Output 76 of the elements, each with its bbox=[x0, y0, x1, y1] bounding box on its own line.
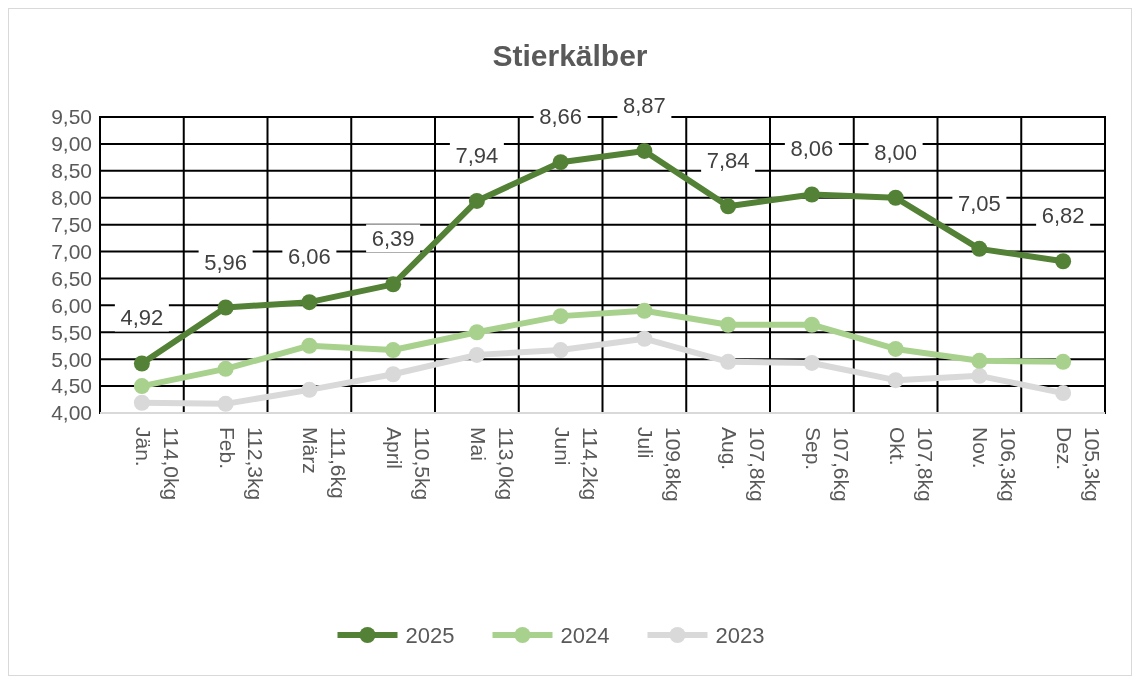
point bbox=[133, 355, 150, 372]
data-label: 5,96 bbox=[204, 249, 248, 275]
x-tick-label: Juni 114,2kg bbox=[550, 427, 602, 501]
point bbox=[385, 276, 402, 293]
y-tick-label: 6,50 bbox=[51, 266, 92, 290]
data-label: 7,84 bbox=[706, 148, 750, 174]
x-tick-label: Nov. 106,3kg bbox=[969, 427, 1021, 502]
y-tick-label: 4,50 bbox=[51, 374, 92, 398]
point bbox=[217, 395, 234, 412]
x-tick-label: Jän. 114,0kg bbox=[131, 427, 183, 501]
point bbox=[385, 342, 402, 359]
point bbox=[1055, 353, 1072, 370]
legend-label: 2024 bbox=[560, 622, 610, 648]
point bbox=[887, 189, 904, 206]
point bbox=[887, 340, 904, 357]
point bbox=[636, 142, 653, 159]
legend-label: 2025 bbox=[405, 622, 455, 648]
point bbox=[971, 367, 988, 384]
point bbox=[887, 372, 904, 389]
y-tick-label: 4,00 bbox=[51, 401, 92, 425]
x-tick-label: Aug. 107,8kg bbox=[718, 427, 770, 502]
point bbox=[720, 353, 737, 370]
x-tick-label: Dez. 105,3kg bbox=[1053, 427, 1105, 502]
data-label: 8,06 bbox=[790, 136, 834, 162]
y-tick-label: 6,00 bbox=[51, 293, 92, 317]
x-tick-label: Sep. 107,6kg bbox=[801, 427, 853, 502]
point bbox=[468, 346, 485, 363]
point bbox=[552, 154, 569, 171]
point bbox=[636, 330, 653, 347]
data-label: 7,05 bbox=[957, 190, 1001, 216]
point bbox=[301, 294, 318, 311]
point bbox=[133, 378, 150, 395]
point bbox=[301, 381, 318, 398]
point bbox=[803, 186, 820, 203]
data-label: 6,06 bbox=[287, 244, 331, 270]
data-label: 8,87 bbox=[622, 92, 666, 118]
point bbox=[217, 360, 234, 377]
legend-label: 2023 bbox=[715, 622, 765, 648]
point bbox=[468, 192, 485, 209]
chart-title: Stierkälber bbox=[492, 39, 648, 72]
x-tick-label: März 111,6kg bbox=[299, 427, 351, 499]
data-label: 8,00 bbox=[874, 139, 918, 165]
y-tick-label: 9,50 bbox=[51, 105, 92, 129]
y-tick-label: 7,00 bbox=[51, 239, 92, 263]
data-label: 6,82 bbox=[1041, 203, 1085, 229]
y-tick-label: 8,50 bbox=[51, 159, 92, 183]
data-label: 4,92 bbox=[120, 305, 164, 331]
x-tick-label: Feb. 112,3kg bbox=[215, 427, 267, 501]
point bbox=[636, 302, 653, 319]
x-tick-label: Okt. 107,8kg bbox=[885, 427, 937, 502]
y-tick-label: 8,00 bbox=[51, 186, 92, 210]
point bbox=[217, 299, 234, 316]
point bbox=[971, 240, 988, 257]
x-tick-label: Mai 113,0kg bbox=[466, 427, 518, 501]
point bbox=[1055, 385, 1072, 402]
x-tick-label: April 110,5kg bbox=[383, 427, 435, 501]
x-tick-label: Juli 109,8kg bbox=[634, 427, 686, 502]
point bbox=[468, 324, 485, 341]
point bbox=[385, 366, 402, 383]
data-label: 7,94 bbox=[455, 142, 499, 168]
y-tick-label: 5,00 bbox=[51, 347, 92, 371]
y-tick-label: 9,00 bbox=[51, 132, 92, 156]
point bbox=[720, 198, 737, 215]
point bbox=[552, 308, 569, 325]
data-label: 6,39 bbox=[371, 226, 415, 252]
point bbox=[301, 337, 318, 354]
point bbox=[1055, 253, 1072, 270]
y-tick-label: 5,50 bbox=[51, 320, 92, 344]
point bbox=[803, 354, 820, 371]
point bbox=[803, 316, 820, 333]
point bbox=[720, 316, 737, 333]
point bbox=[552, 342, 569, 359]
point bbox=[971, 352, 988, 369]
data-label: 8,66 bbox=[539, 104, 583, 130]
y-tick-label: 7,50 bbox=[51, 212, 92, 236]
point bbox=[133, 394, 150, 411]
